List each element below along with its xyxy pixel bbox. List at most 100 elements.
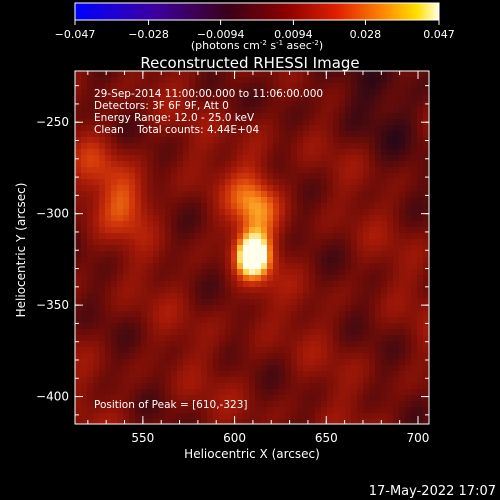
heatmap-cell — [171, 125, 178, 132]
heatmap-cell — [315, 365, 322, 372]
heatmap-cell — [393, 329, 400, 336]
heatmap-cell — [195, 185, 202, 192]
heatmap-cell — [237, 323, 244, 330]
heatmap-cell — [393, 311, 400, 318]
heatmap-cell — [255, 305, 262, 312]
heatmap-cell — [309, 143, 316, 150]
heatmap-cell — [417, 95, 424, 102]
heatmap-cell — [387, 221, 394, 228]
heatmap-cell — [165, 275, 172, 282]
heatmap-cell — [273, 125, 280, 132]
heatmap-cell — [111, 101, 118, 108]
heatmap-cell — [129, 113, 136, 120]
heatmap-cell — [405, 413, 412, 420]
heatmap-cell — [417, 383, 424, 390]
heatmap-cell — [339, 215, 346, 222]
heatmap-cell — [195, 323, 202, 330]
heatmap-cell — [105, 413, 112, 420]
heatmap-cell — [375, 227, 382, 234]
heatmap-cell — [405, 305, 412, 312]
heatmap-cell — [339, 149, 346, 156]
heatmap-cell — [231, 353, 238, 360]
heatmap-cell — [411, 293, 418, 300]
heatmap-cell — [249, 173, 256, 180]
heatmap-cell — [285, 401, 292, 408]
heatmap-cell — [261, 305, 268, 312]
heatmap-cell — [417, 341, 424, 348]
heatmap-cell — [219, 215, 226, 222]
heatmap-cell — [279, 71, 286, 78]
heatmap-cell — [207, 215, 214, 222]
heatmap-cell — [273, 83, 280, 90]
heatmap-cell — [87, 131, 94, 138]
heatmap-cell — [123, 257, 130, 264]
heatmap-cell — [417, 179, 424, 186]
heatmap-cell — [165, 125, 172, 132]
heatmap-cell — [75, 407, 82, 414]
heatmap-cell — [105, 407, 112, 414]
heatmap-cell — [315, 185, 322, 192]
heatmap-cell — [195, 377, 202, 384]
heatmap-cell — [309, 155, 316, 162]
heatmap-cell — [267, 143, 274, 150]
heatmap-cell — [177, 257, 184, 264]
heatmap-cell — [99, 155, 106, 162]
heatmap-cell — [411, 89, 418, 96]
heatmap-cell — [309, 299, 316, 306]
heatmap-cell — [183, 83, 190, 90]
heatmap-cell — [183, 317, 190, 324]
heatmap-cell — [357, 389, 364, 396]
heatmap-cell — [381, 365, 388, 372]
heatmap-cell — [399, 359, 406, 366]
heatmap-cell — [333, 167, 340, 174]
heatmap-cell — [339, 173, 346, 180]
heatmap-cell — [417, 407, 424, 414]
heatmap-cell — [369, 371, 376, 378]
heatmap-cell — [225, 191, 232, 198]
heatmap-cell — [141, 137, 148, 144]
heatmap-cell — [195, 113, 202, 120]
heatmap-cell — [261, 191, 268, 198]
heatmap-cell — [135, 347, 142, 354]
heatmap-cell — [123, 203, 130, 210]
heatmap-cell — [213, 383, 220, 390]
heatmap-cell — [267, 347, 274, 354]
heatmap-cell — [423, 413, 429, 420]
heatmap-cell — [423, 401, 429, 408]
heatmap-cell — [213, 371, 220, 378]
heatmap-cell — [201, 113, 208, 120]
heatmap-cell — [243, 413, 250, 420]
heatmap-cell — [117, 365, 124, 372]
heatmap-cell — [105, 365, 112, 372]
heatmap-cell — [195, 341, 202, 348]
colorbar-tick-label: 0.047 — [423, 28, 455, 41]
heatmap-cell — [387, 395, 394, 402]
heatmap-cell — [141, 155, 148, 162]
heatmap-cell — [135, 389, 142, 396]
heatmap-cell — [339, 227, 346, 234]
heatmap-cell — [375, 155, 382, 162]
heatmap-cell — [207, 101, 214, 108]
heatmap-cell — [279, 407, 286, 414]
heatmap-cell — [267, 383, 274, 390]
heatmap-cell — [105, 245, 112, 252]
heatmap-cell — [393, 185, 400, 192]
heatmap-cell — [171, 269, 178, 276]
heatmap-cell — [375, 353, 382, 360]
heatmap-cell — [369, 197, 376, 204]
heatmap-cell — [273, 89, 280, 96]
heatmap-cell — [213, 407, 220, 414]
heatmap-cell — [231, 191, 238, 198]
heatmap-cell — [153, 275, 160, 282]
heatmap-cell — [159, 419, 166, 424]
heatmap-cell — [171, 281, 178, 288]
heatmap-cell — [405, 89, 412, 96]
heatmap-cell — [207, 329, 214, 336]
heatmap-cell — [141, 131, 148, 138]
heatmap-cell — [381, 299, 388, 306]
heatmap-cell — [195, 191, 202, 198]
heatmap-cell — [309, 359, 316, 366]
heatmap-cell — [363, 161, 370, 168]
heatmap-cell — [231, 257, 238, 264]
heatmap-cell — [189, 389, 196, 396]
